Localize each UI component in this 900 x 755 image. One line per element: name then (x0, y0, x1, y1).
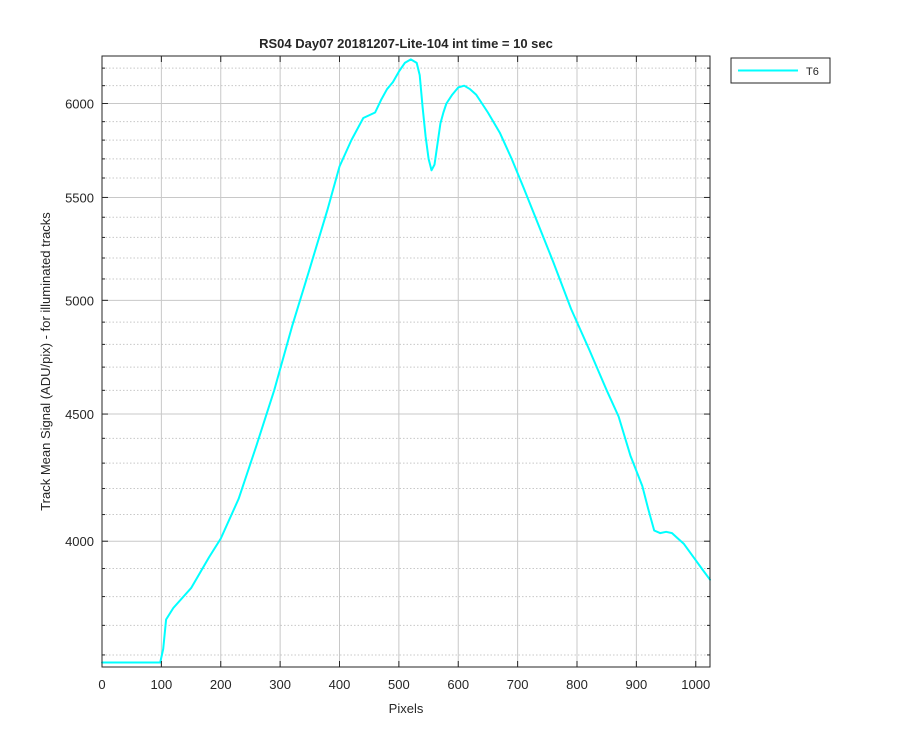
x-tick-label: 1000 (681, 677, 710, 692)
tick-marks (101, 56, 710, 667)
legend[interactable]: T6 (730, 57, 831, 84)
x-tick-label: 500 (388, 677, 410, 692)
x-tick-labels: 0 100 200 300 400 500 600 700 800 900 1000 (98, 677, 710, 692)
x-tick-label: 300 (269, 677, 291, 692)
series-layer (101, 58, 711, 664)
y-axis-label: Track Mean Signal (ADU/pix) - for illumi… (38, 212, 53, 511)
legend-label-t6: T6 (806, 66, 819, 78)
x-tick-label: 800 (566, 677, 588, 692)
x-tick-label: 900 (626, 677, 648, 692)
axes-box (101, 55, 711, 668)
series-line-t6 (101, 58, 711, 664)
axes-background (102, 56, 710, 667)
y-tick-labels: 4000 4500 5000 5500 6000 (65, 97, 94, 550)
x-axis-label: Pixels (389, 701, 424, 716)
y-tick-label: 4500 (65, 407, 94, 422)
x-tick-label: 100 (151, 677, 173, 692)
y-tick-label: 6000 (65, 97, 94, 112)
x-tick-label: 700 (507, 677, 529, 692)
plot-area (101, 55, 711, 668)
y-tick-label: 4000 (65, 534, 94, 549)
x-tick-label: 600 (447, 677, 469, 692)
x-tick-label: 0 (98, 677, 105, 692)
grid-lines (101, 56, 710, 667)
chart-title: RS04 Day07 20181207-Lite-104 int time = … (259, 36, 553, 51)
y-tick-label: 5500 (65, 190, 94, 205)
x-tick-label: 400 (329, 677, 351, 692)
y-tick-label: 5000 (65, 293, 94, 308)
x-tick-label: 200 (210, 677, 232, 692)
